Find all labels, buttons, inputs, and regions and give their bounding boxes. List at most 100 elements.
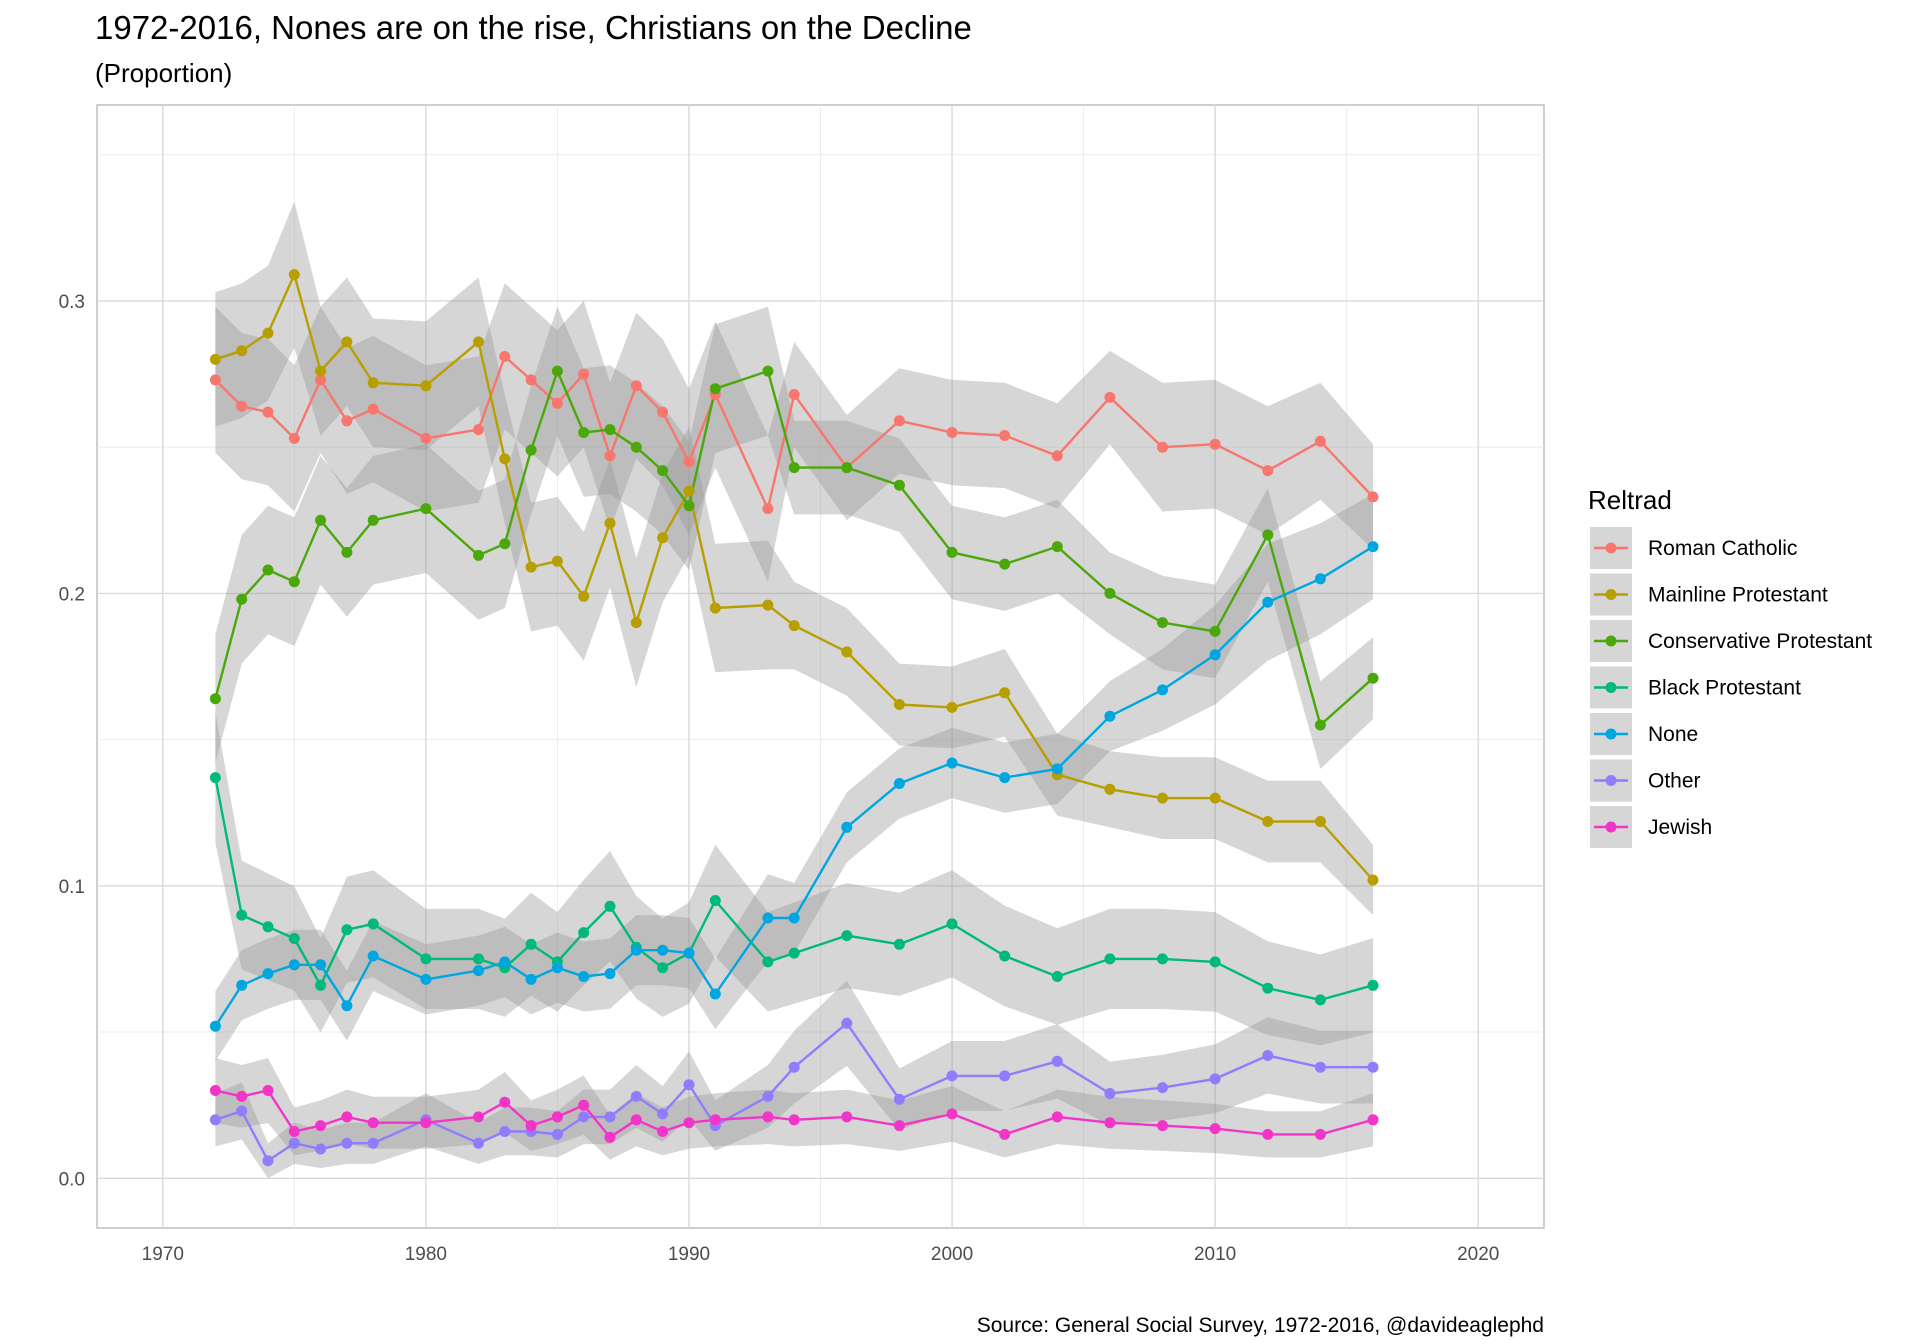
data-point [209,1085,221,1096]
data-point [946,1070,958,1082]
data-point [420,1117,432,1129]
data-point [341,336,353,348]
data-point [762,599,774,611]
legend: Reltrad Roman Catholic Mainline Protestan… [1588,485,1872,848]
data-point [315,1120,327,1132]
data-point [893,1120,905,1132]
data-point [1314,816,1326,827]
legend-items: Roman Catholic Mainline Protestant Conserv… [1590,527,1872,848]
data-point [1314,573,1326,585]
data-point [420,432,432,444]
data-point [288,1137,300,1149]
data-point [473,1111,484,1123]
data-point [1104,953,1116,965]
legend-key-point [1605,775,1617,786]
data-point [367,918,379,930]
data-point [1262,982,1274,994]
data-point [499,1096,511,1108]
data-point [946,918,958,930]
data-point [525,1120,537,1132]
data-point [1262,465,1274,477]
data-point [1051,450,1063,462]
data-point [578,1111,590,1123]
data-point [578,590,590,602]
data-point [367,1117,379,1129]
data-point [341,415,353,427]
x-tick-label: 1980 [405,1244,447,1265]
confidence-band [215,201,1373,916]
data-point [551,1128,563,1140]
data-point [1367,1114,1379,1126]
data-point [578,1099,590,1111]
data-point [946,701,958,713]
data-point [1157,792,1168,804]
data-point [630,944,642,956]
data-point [1367,1061,1379,1073]
data-point [630,1114,642,1126]
data-point [288,576,300,588]
grid-major [97,105,1544,1228]
legend-label: Mainline Protestant [1648,584,1828,607]
data-point [630,617,642,629]
data-point [709,602,721,614]
data-point [315,959,327,971]
data-point [236,345,248,357]
data-point [1262,1050,1274,1061]
data-point [788,462,800,474]
data-point [1104,783,1116,795]
data-point [473,1137,484,1149]
data-point [551,397,563,409]
data-point [551,365,563,377]
data-point [1157,617,1168,629]
data-point [709,895,721,906]
x-tick-label: 2020 [1457,1244,1499,1265]
data-point [762,365,774,377]
data-point [420,380,432,392]
data-point [262,1085,274,1096]
data-point [367,514,379,526]
data-point [999,430,1011,441]
data-point [578,427,590,438]
data-point [762,503,774,515]
data-point [788,947,800,959]
data-point [1209,649,1221,661]
data-point [341,1111,353,1123]
legend-key-point [1605,542,1617,554]
data-point [1209,625,1221,637]
data-point [525,444,537,456]
data-point [288,959,300,971]
data-point [341,1137,353,1149]
data-point [1314,994,1326,1006]
series-points [209,269,1379,1167]
chart-caption: Source: General Social Survey, 1972-2016… [977,1314,1544,1337]
data-point [841,462,853,474]
data-point [630,441,642,453]
data-point [578,368,590,380]
legend-label: Roman Catholic [1648,537,1797,560]
data-point [1104,587,1116,599]
data-point [1262,529,1274,541]
data-point [236,909,248,921]
data-point [262,968,274,980]
data-point [262,1155,274,1167]
data-point [1157,441,1168,453]
data-point [1104,710,1116,722]
confidence-band [215,306,1373,769]
legend-key-point [1605,682,1617,693]
data-point [499,1126,511,1137]
data-point [893,1093,905,1105]
data-point [262,921,274,933]
chart-subtitle: (Proportion) [95,58,232,88]
y-tick-label: 0.3 [59,292,85,313]
data-point [999,772,1011,784]
data-point [604,900,616,912]
data-point [893,415,905,427]
data-point [841,1111,853,1123]
data-point [1051,541,1063,553]
legend-label: Black Protestant [1648,677,1801,700]
data-point [367,950,379,962]
legend-key-point [1605,728,1617,740]
data-point [762,912,774,924]
data-point [1367,491,1379,503]
data-point [341,546,353,558]
